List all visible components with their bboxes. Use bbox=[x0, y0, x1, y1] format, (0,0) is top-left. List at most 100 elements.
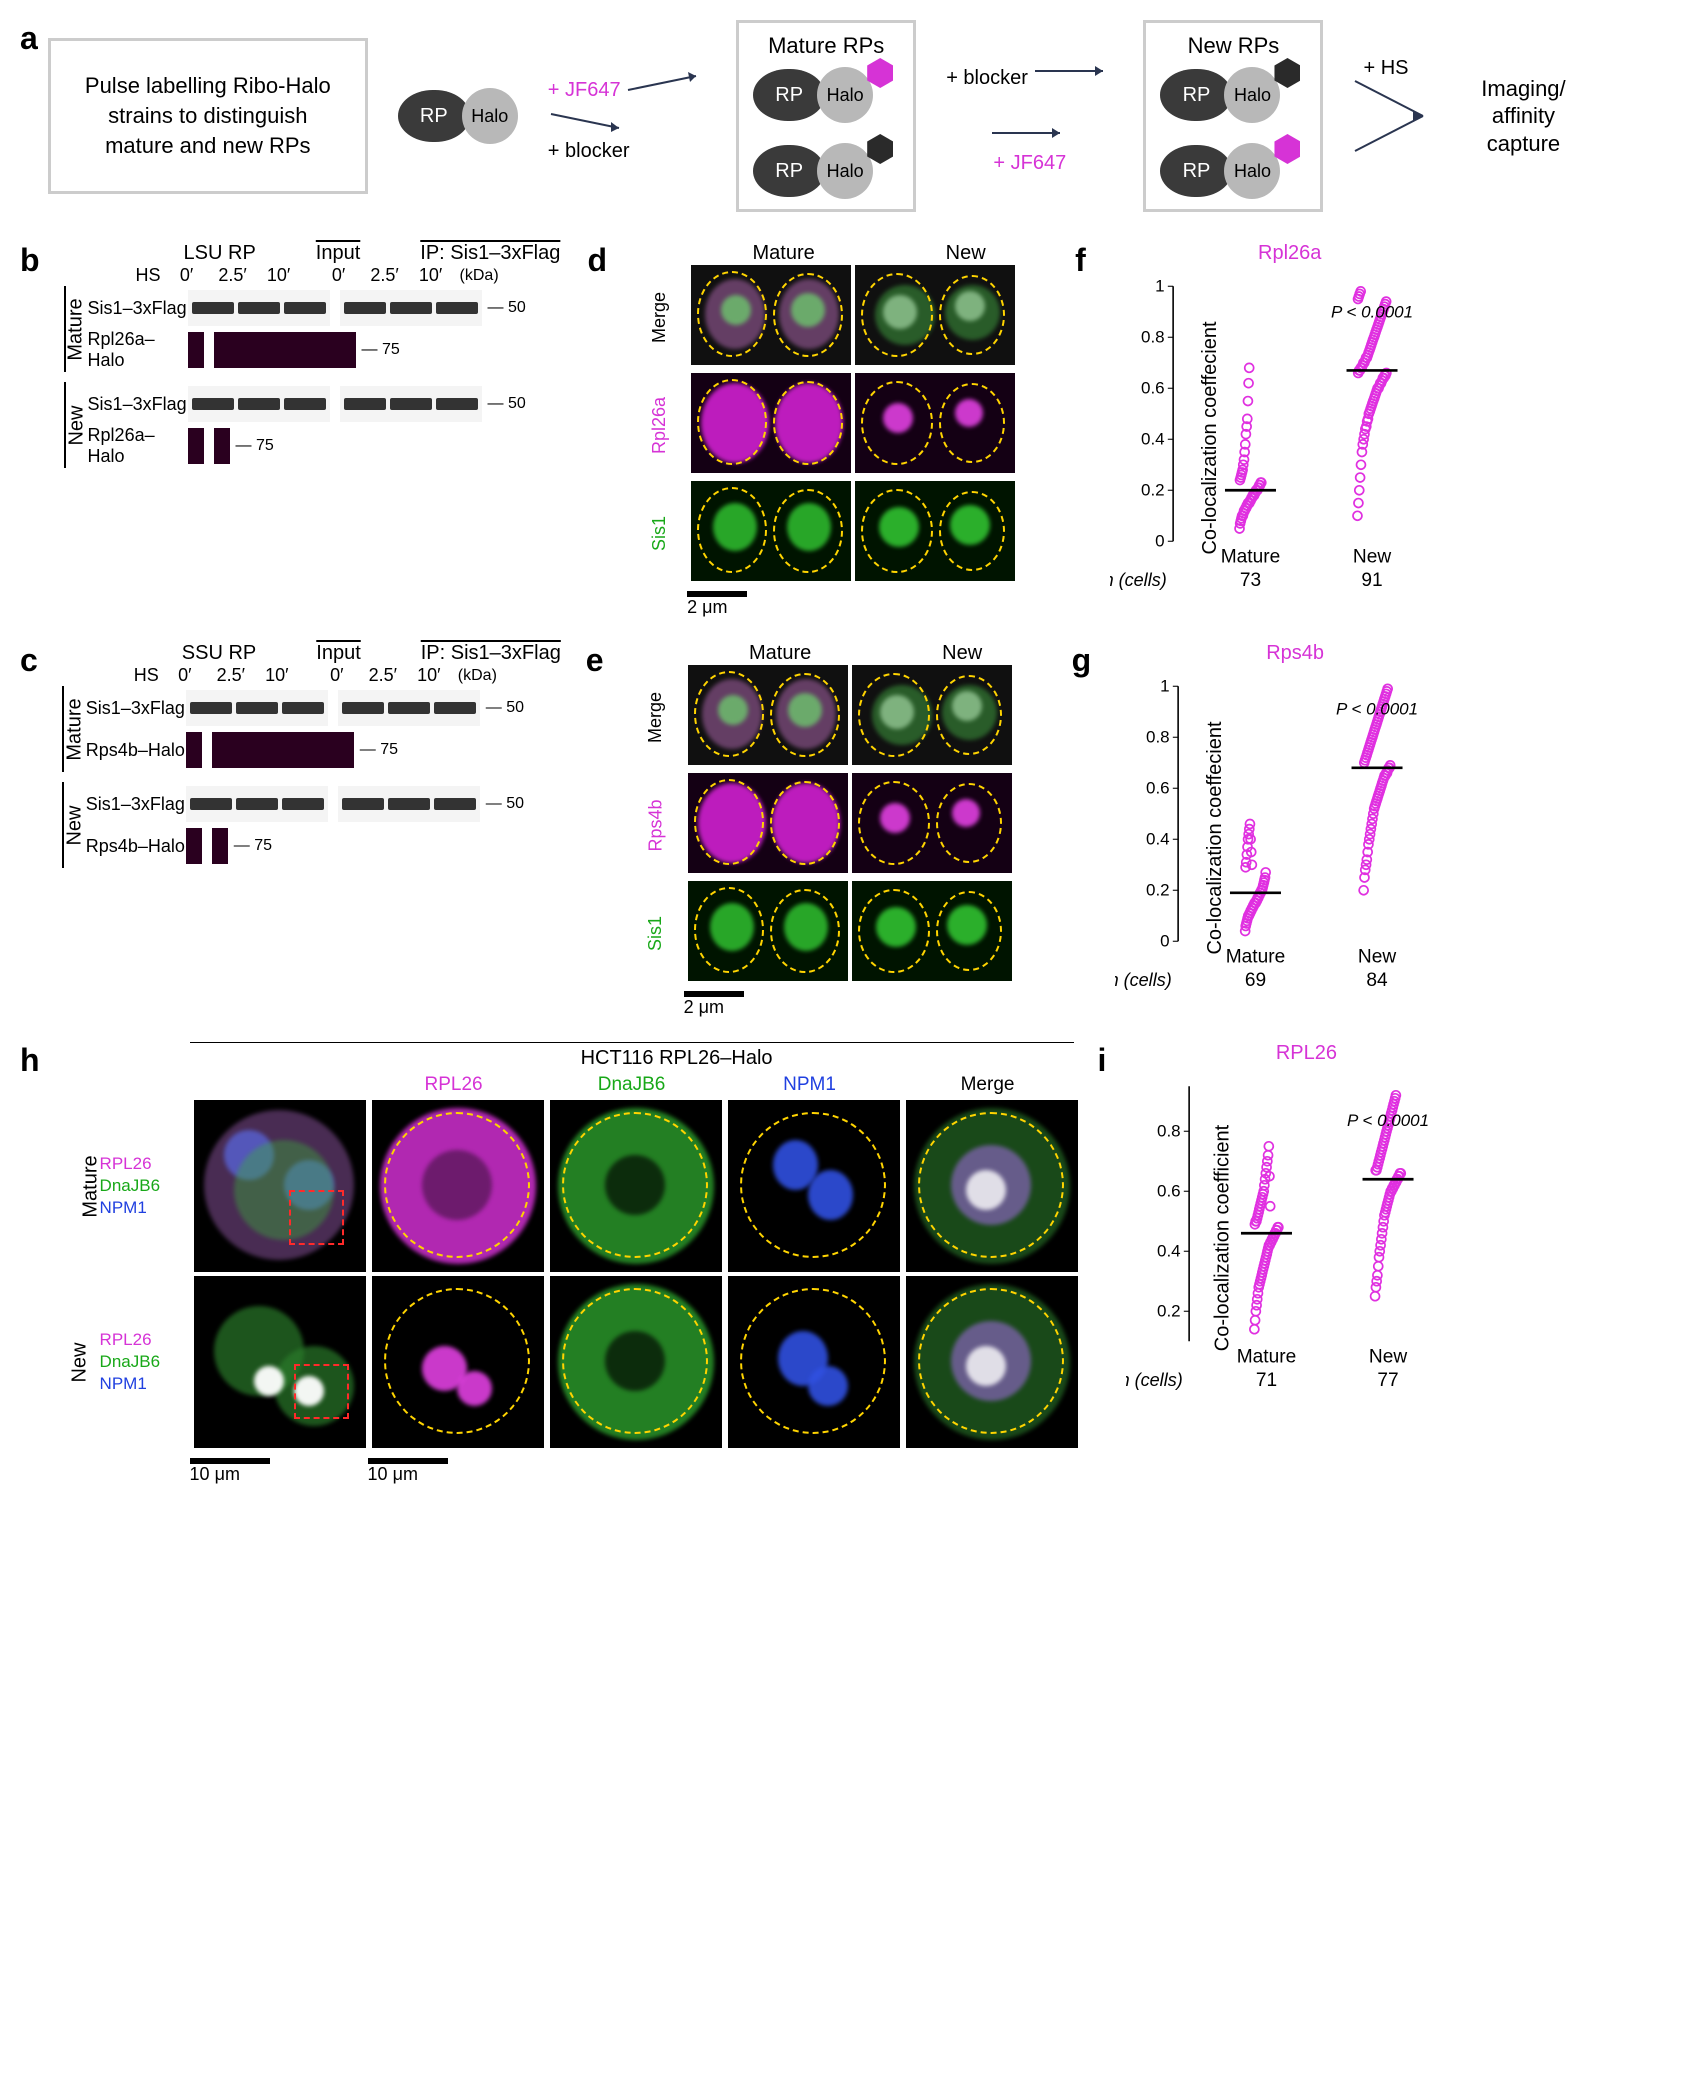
micrograph-cell bbox=[852, 773, 1012, 873]
svg-text:1: 1 bbox=[1160, 677, 1169, 696]
panel-label-a: a bbox=[20, 20, 38, 57]
h-title: HCT116 RPL26–Halo bbox=[190, 1042, 1074, 1070]
marker-label: — 75 bbox=[360, 741, 398, 759]
svg-text:73: 73 bbox=[1240, 570, 1261, 591]
micrograph-cell bbox=[852, 881, 1012, 981]
halo-circle: Halo bbox=[1224, 67, 1280, 123]
marker-label: — 50 bbox=[488, 395, 526, 413]
micrograph-cell bbox=[852, 665, 1012, 765]
wb-row-label: Rpl26a–Halo bbox=[88, 329, 188, 371]
micro-grid: MergeRps4bSis1 bbox=[628, 665, 1048, 985]
micrograph-cell bbox=[855, 265, 1015, 365]
micrograph-channel bbox=[550, 1100, 722, 1272]
h-col-header: RPL26DnaJB6NPM1Merge bbox=[60, 1074, 1078, 1096]
wb-row: Rpl26a–Halo — 75 bbox=[88, 426, 564, 466]
panel-b: LSU RP Input IP: Sis1–3xFlag HS 0′2.5′10… bbox=[64, 242, 564, 468]
new-title: New RPs bbox=[1160, 33, 1306, 59]
wb-row: Rps4b–Halo — 75 bbox=[86, 730, 562, 770]
wb-header: SSU RP Input IP: Sis1–3xFlag bbox=[62, 642, 562, 665]
panel-c: SSU RP Input IP: Sis1–3xFlag HS 0′2.5′10… bbox=[62, 642, 562, 868]
y-axis-label: Co-localization coefficient bbox=[1212, 1125, 1235, 1351]
end-text: Imaging/ affinity capture bbox=[1463, 75, 1583, 158]
svg-text:Mature: Mature bbox=[1237, 1347, 1296, 1368]
panel-e: MatureNew MergeRps4bSis1 2 μm bbox=[628, 642, 1048, 1018]
panel-f: Rpl26a Co-localization coeffecient 00.20… bbox=[1110, 242, 1470, 611]
wb-row: Sis1–3xFlag — 50 bbox=[86, 688, 562, 728]
wb-row: Sis1–3xFlag — 50 bbox=[88, 384, 564, 424]
wb-section-mature: Mature Sis1–3xFlag — 50 Rps4b–Halo — 75 bbox=[62, 686, 562, 772]
rp-oval: RP bbox=[753, 145, 825, 197]
blocker-label-bot: + blocker bbox=[548, 140, 630, 163]
panel-d: MatureNew MergeRpl26aSis1 2 μm bbox=[631, 242, 1051, 618]
svg-text:Mature: Mature bbox=[1220, 547, 1279, 568]
arrow-icon bbox=[549, 108, 629, 134]
wb-time-row: HS 0′2.5′10′ 0′2.5′10′ (kDa) bbox=[62, 665, 562, 686]
svg-text:P < 0.0001: P < 0.0001 bbox=[1336, 700, 1418, 719]
micrograph-cell bbox=[691, 373, 851, 473]
roi-box-icon bbox=[294, 1364, 349, 1419]
svg-text:New: New bbox=[1358, 947, 1396, 968]
wb-side-label: New bbox=[62, 782, 80, 868]
mature-title: Mature RPs bbox=[753, 33, 899, 59]
svg-text:0.8: 0.8 bbox=[1157, 1122, 1181, 1141]
rp-halo-initial: RP Halo bbox=[398, 88, 518, 144]
h-legend: RPL26DnaJB6NPM1 bbox=[100, 1329, 188, 1395]
micro-row-label: Merge bbox=[631, 265, 687, 369]
flow-middle-2: + blocker + JF647 bbox=[946, 58, 1113, 175]
micrograph-cell bbox=[688, 665, 848, 765]
y-axis-label: Co-localization coeffecient bbox=[1199, 321, 1222, 554]
marker-label: — 75 bbox=[236, 437, 274, 455]
svg-text:n (cells): n (cells) bbox=[1110, 570, 1167, 590]
panel-a: Pulse labelling Ribo-Halo strains to dis… bbox=[48, 20, 1584, 212]
jf647-label-bot: + JF647 bbox=[946, 152, 1113, 175]
marker-label: — 50 bbox=[488, 299, 526, 317]
scatter-plot: 00.20.40.60.81MatureNew6984n (cells)P < … bbox=[1115, 665, 1475, 1005]
wb-row: Rps4b–Halo — 75 bbox=[86, 826, 562, 866]
micrograph-cell bbox=[691, 481, 851, 581]
svg-text:New: New bbox=[1369, 1347, 1407, 1368]
svg-text:69: 69 bbox=[1245, 970, 1266, 991]
micro-header: MatureNew bbox=[631, 242, 1051, 265]
wb-side-label: Mature bbox=[62, 686, 80, 772]
micrograph-channel bbox=[550, 1276, 722, 1448]
y-axis-label: Co-localization coeffecient bbox=[1204, 721, 1227, 954]
halo-circle: Halo bbox=[817, 67, 873, 123]
wb-row-label: Rps4b–Halo bbox=[86, 836, 186, 857]
wb-title: LSU RP bbox=[184, 242, 256, 265]
panel-label-h: h bbox=[20, 1042, 40, 1079]
micrograph-channel bbox=[906, 1276, 1078, 1448]
figure: a Pulse labelling Ribo-Halo strains to d… bbox=[20, 20, 1667, 1485]
scatter-plot: 0.20.40.60.8MatureNew7177n (cells)P < 0.… bbox=[1126, 1065, 1486, 1405]
wb-row-label: Sis1–3xFlag bbox=[86, 794, 186, 815]
micrograph-channel bbox=[372, 1100, 544, 1272]
micrograph-cell bbox=[855, 373, 1015, 473]
svg-text:0.2: 0.2 bbox=[1157, 1302, 1181, 1321]
wb-side-label: Mature bbox=[64, 286, 82, 372]
svg-text:91: 91 bbox=[1361, 570, 1382, 591]
row-bdf: b LSU RP Input IP: Sis1–3xFlag HS 0′2.5′… bbox=[20, 242, 1667, 618]
halo-circle: Halo bbox=[817, 143, 873, 199]
micrograph-cell bbox=[691, 265, 851, 365]
micro-row-label: Rps4b bbox=[628, 773, 684, 877]
scatter-title: Rpl26a bbox=[1110, 242, 1470, 265]
scalebar-label: 10 μm bbox=[368, 1464, 540, 1485]
svg-text:0.6: 0.6 bbox=[1146, 779, 1170, 798]
wb-side-label: New bbox=[64, 382, 82, 468]
h-scalebars: 10 μm 10 μm bbox=[60, 1452, 1078, 1485]
micro-row-label: Merge bbox=[628, 665, 684, 769]
wb-row-label: Sis1–3xFlag bbox=[88, 298, 188, 319]
panel-label-c: c bbox=[20, 642, 38, 679]
micro-row-label: Rpl26a bbox=[631, 373, 687, 477]
wb-time-row: HS 0′2.5′10′ 0′2.5′10′ (kDa) bbox=[64, 265, 564, 286]
wb-row-label: Sis1–3xFlag bbox=[88, 394, 188, 415]
scatter-title: RPL26 bbox=[1126, 1042, 1486, 1065]
marker-label: — 50 bbox=[486, 795, 524, 813]
micro-row-label: Sis1 bbox=[628, 881, 684, 985]
micrograph-channel bbox=[728, 1100, 900, 1272]
svg-text:0.6: 0.6 bbox=[1141, 379, 1165, 398]
rp-oval: RP bbox=[1160, 145, 1232, 197]
scalebar-label: 10 μm bbox=[190, 1464, 362, 1485]
panel-a-row: a Pulse labelling Ribo-Halo strains to d… bbox=[20, 20, 1667, 242]
panel-label-d: d bbox=[588, 242, 608, 279]
arrow-icon bbox=[626, 70, 706, 96]
